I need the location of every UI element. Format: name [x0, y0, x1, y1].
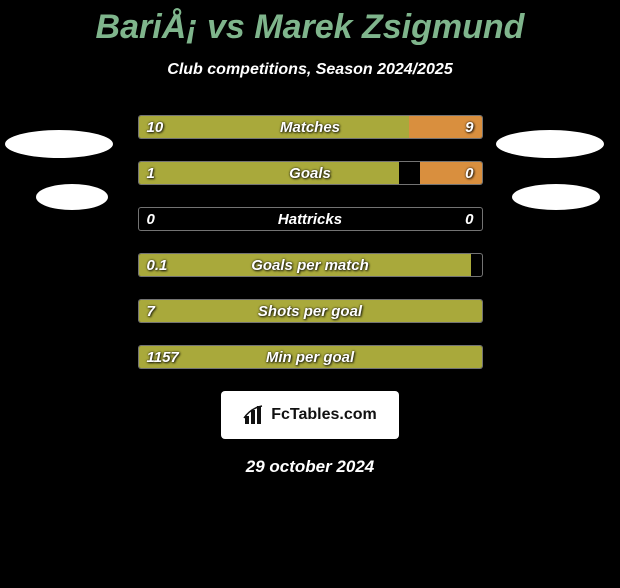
- subtitle: Club competitions, Season 2024/2025: [0, 61, 620, 79]
- decoration-ellipse: [512, 184, 600, 210]
- page-title: BariÅ¡ vs Marek Zsigmund: [0, 8, 620, 47]
- stats-bars: 109Matches 10Goals 00Hattricks 0.1Goals per…: [138, 115, 483, 369]
- stat-row: 10Goals: [138, 161, 483, 185]
- date: 29 october 2024: [0, 457, 620, 477]
- decoration-ellipse: [5, 130, 113, 158]
- stat-row: 7Shots per goal: [138, 299, 483, 323]
- stat-name: Shots per goal: [139, 300, 482, 322]
- stat-row: 00Hattricks: [138, 207, 483, 231]
- stat-row: 1157Min per goal: [138, 345, 483, 369]
- stat-name: Min per goal: [139, 346, 482, 368]
- stat-name: Goals: [139, 162, 482, 184]
- stat-row: 109Matches: [138, 115, 483, 139]
- stat-name: Matches: [139, 116, 482, 138]
- bar-chart-icon: [243, 404, 265, 426]
- stat-name: Hattricks: [139, 208, 482, 230]
- stat-name: Goals per match: [139, 254, 482, 276]
- fctables-logo: FcTables.com: [221, 391, 399, 439]
- decoration-ellipse: [36, 184, 108, 210]
- stat-row: 0.1Goals per match: [138, 253, 483, 277]
- decoration-ellipse: [496, 130, 604, 158]
- logo-text: FcTables.com: [271, 406, 377, 424]
